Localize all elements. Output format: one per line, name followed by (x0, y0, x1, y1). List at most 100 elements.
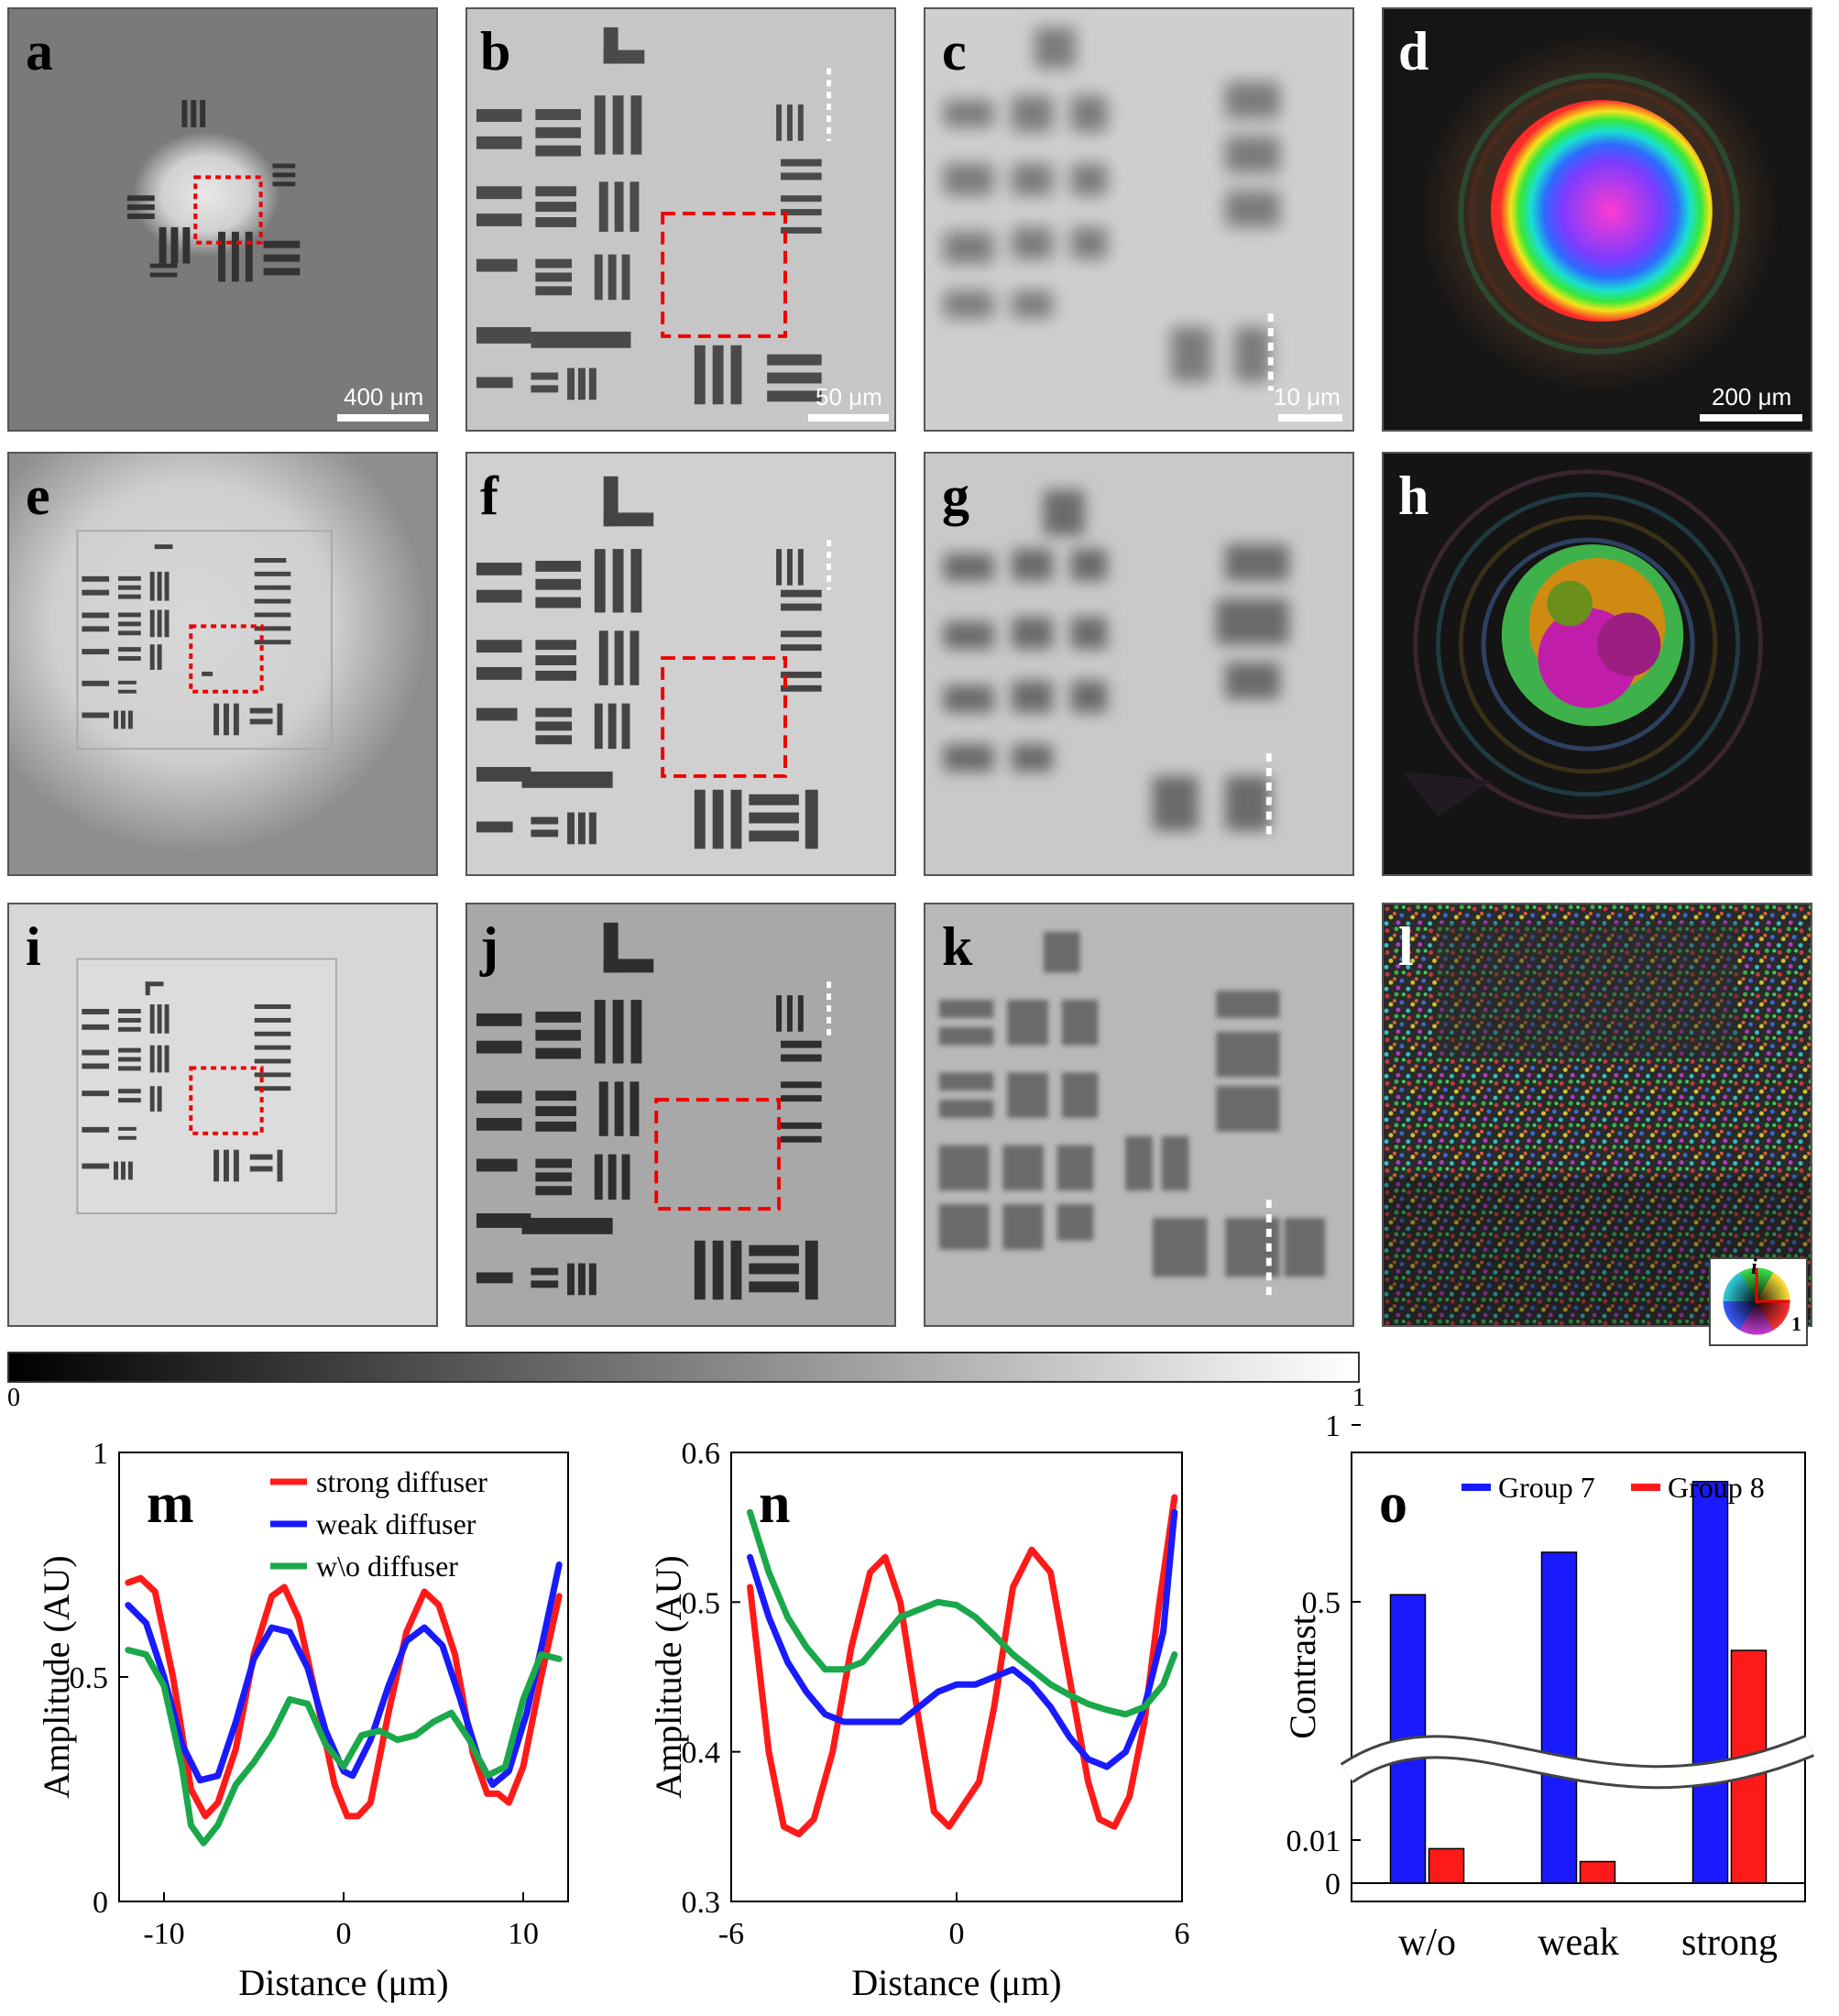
plot-frame-m (118, 1452, 569, 1902)
bar-group-8-wo (1428, 1847, 1465, 1884)
x-tick-label-m: 0 (336, 1917, 352, 1951)
usaf-target-overview-i (9, 904, 436, 1325)
scalebar-a (337, 414, 429, 422)
panel-label-a: a (26, 21, 53, 82)
scalebar-text-b: 50 μm (816, 383, 882, 411)
panel-label-j: j (480, 916, 498, 977)
panel-h-image (1382, 452, 1812, 876)
phase-map-d (1384, 9, 1811, 430)
axis-break-band (1341, 1737, 1813, 1787)
x-tick-label-n: 6 (1175, 1917, 1190, 1951)
y-tick-label-m: 1 (93, 1437, 108, 1471)
x-tick-label-m: 10 (508, 1917, 539, 1951)
y-tick-label-o: 0.5 (1302, 1586, 1341, 1620)
panel-g-image (924, 452, 1354, 876)
y-axis-label-o: Contrast (1282, 1615, 1323, 1739)
phase-color-wheel-legend: i 1 (1709, 1255, 1808, 1346)
y-tick-label-o: 0 (1325, 1868, 1341, 1901)
x-category-label-o: weak (1538, 1922, 1619, 1964)
scalebar-c (1278, 414, 1342, 422)
y-tick-label-m: 0 (93, 1886, 108, 1920)
plot-frame-o (1351, 1452, 1806, 1902)
series-line-m-0 (125, 1574, 563, 1820)
x-tick-label-n: 0 (949, 1917, 965, 1951)
y-tick-label-o: 1 (1325, 1409, 1341, 1443)
scalebar-text-c: 10 μm (1274, 383, 1341, 411)
y-axis-label-n: Amplitude (AU) (648, 1555, 689, 1799)
usaf-target-zoom-b (467, 9, 894, 430)
bar-group-7-wo (1389, 1594, 1427, 1884)
y-tick-label-o: 0.01 (1286, 1824, 1341, 1858)
panel-label-i: i (26, 916, 41, 977)
legend-label-o-0: Group 7 (1498, 1471, 1595, 1504)
colorbar-min-label: 0 (7, 1384, 20, 1412)
color-wheel (1723, 1267, 1790, 1335)
grayscale-colorbar (7, 1352, 1360, 1383)
scalebar-text-d: 200 μm (1712, 383, 1792, 411)
usaf-target-zoom-g (925, 454, 1352, 874)
scalebar-b (808, 414, 889, 422)
legend-label-m-2: w\o diffuser (316, 1550, 458, 1583)
series-line-n-2 (747, 1508, 1178, 1718)
panel-label-n: n (759, 1473, 790, 1535)
panel-label-m: m (147, 1473, 194, 1535)
x-axis-label-n: Distance (μm) (851, 1962, 1061, 2003)
series-line-n-0 (747, 1494, 1178, 1837)
usaf-target-zoom-j (467, 904, 894, 1325)
panel-f-image (465, 452, 896, 876)
colorbar-max-label: 1 (1352, 1384, 1365, 1412)
panel-l-image (1382, 903, 1812, 1327)
phase-imag-axis-label: i (1751, 1255, 1757, 1279)
panel-a-image: 400 μm (7, 7, 438, 432)
usaf-target-overview-a (9, 9, 436, 430)
panel-label-c: c (942, 21, 967, 82)
legend-label-m-1: weak diffuser (316, 1507, 476, 1540)
usaf-target-zoom-f (467, 454, 894, 874)
phase-map-h (1384, 454, 1811, 874)
scalebar-text-a: 400 μm (344, 383, 424, 411)
x-category-label-o: w/o (1398, 1922, 1456, 1964)
plot-frame-n (730, 1452, 1183, 1902)
y-axis-label-m: Amplitude (AU) (36, 1555, 77, 1799)
phase-real-axis-label: 1 (1791, 1312, 1801, 1335)
x-tick-label-n: -6 (718, 1917, 744, 1951)
bar-group-8-strong (1730, 1649, 1768, 1884)
panel-i-image (7, 903, 438, 1327)
usaf-target-zoom-k (925, 904, 1352, 1325)
panel-k-image (924, 903, 1354, 1327)
series-line-m-2 (125, 1647, 563, 1846)
usaf-target-zoom-c (925, 9, 1352, 430)
legend-label-o-1: Group 8 (1668, 1471, 1765, 1504)
bar-group-7-weak (1540, 1551, 1578, 1884)
panel-label-g: g (942, 466, 969, 526)
panel-label-b: b (480, 21, 511, 82)
axis-break-outline (1340, 1734, 1814, 1790)
series-line-n-1 (747, 1508, 1178, 1770)
y-tick-label-n: 0.6 (682, 1437, 721, 1471)
legend-label-m-0: strong diffuser (316, 1465, 487, 1498)
panel-label-d: d (1398, 21, 1429, 82)
bar-group-7-strong (1691, 1481, 1729, 1884)
panel-e-image (7, 452, 438, 876)
bar-group-8-weak (1579, 1860, 1616, 1884)
usaf-target-overview-e (9, 454, 436, 874)
y-tick-label-n: 0.4 (682, 1737, 721, 1770)
panel-label-f: f (480, 466, 498, 526)
y-tick-label-n: 0.3 (682, 1886, 721, 1920)
panel-label-l: l (1398, 916, 1414, 977)
panel-label-k: k (942, 916, 973, 977)
y-tick-label-m: 0.5 (70, 1661, 109, 1695)
series-line-m-1 (125, 1561, 563, 1789)
scalebar-d (1700, 414, 1802, 422)
panel-label-o: o (1379, 1473, 1407, 1535)
y-tick-label-n: 0.5 (682, 1586, 721, 1620)
x-tick-label-m: -10 (143, 1917, 184, 1951)
panel-b-image: 50 μm (465, 7, 896, 432)
panel-d-image: 200 μm (1382, 7, 1812, 432)
panel-j-image (465, 903, 896, 1327)
panel-label-h: h (1398, 466, 1429, 526)
x-category-label-o: strong (1681, 1922, 1778, 1964)
x-axis-label-m: Distance (μm) (238, 1962, 448, 2003)
panel-c-image: 10 μm (924, 7, 1354, 432)
panel-label-e: e (26, 466, 50, 526)
